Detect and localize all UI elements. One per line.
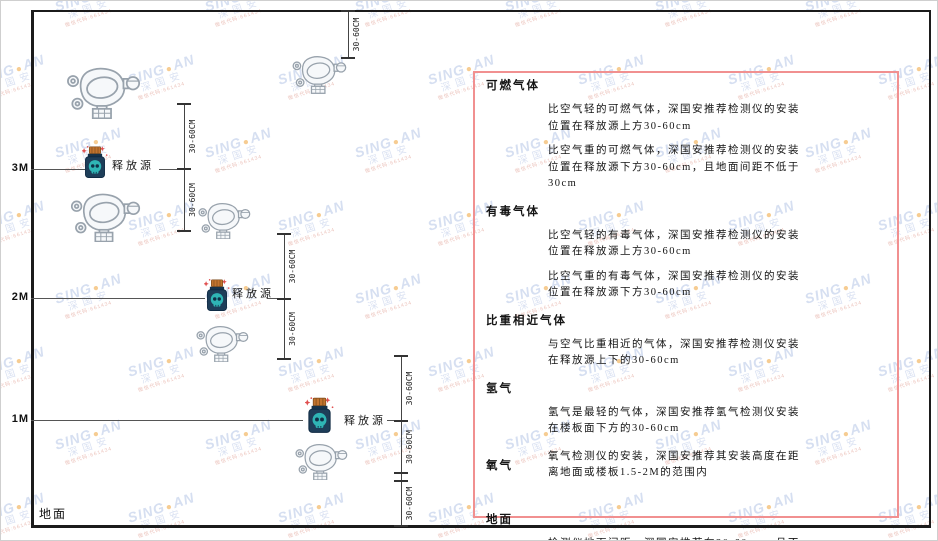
watermark-dot-icon: ●: [391, 1, 403, 3]
gas-detector: [197, 201, 251, 244]
ground-label: 地面: [39, 507, 68, 521]
gas-detector-icon: [70, 193, 141, 243]
dimension-label: 30-60CM: [288, 249, 297, 284]
dimension-tick: [394, 355, 408, 357]
gas-detector: [65, 65, 141, 124]
gas-detector: [291, 54, 347, 99]
dimension-label: 30-60CM: [405, 486, 414, 521]
watermark-dot-icon: ●: [14, 63, 25, 76]
release-source-label: 释放源: [232, 288, 274, 300]
dimension-label: 30-60CM: [352, 17, 361, 52]
release-source-icon: [203, 279, 230, 312]
height-label: 2M: [11, 291, 29, 303]
watermark-dot-icon: ●: [691, 1, 703, 3]
height-level-connector: [267, 298, 284, 299]
info-panel: 可燃气体 比空气轻的可燃气体，深国安推荐检测仪的安装位置在释放源上方30-60cm…: [473, 71, 899, 540]
section-heading: 有毒气体: [486, 205, 540, 218]
dimension-tick: [277, 358, 291, 360]
section-paragraph: 比空气重的可燃气体，深国安推荐检测仪的安装位置在释放源下方30-60cm，且地面…: [548, 145, 800, 189]
section-paragraph: 比空气重的有毒气体，深国安推荐检测仪的安装位置在释放源下方30-60cm: [548, 270, 800, 299]
height-label: 3M: [11, 162, 29, 174]
section-paragraph: 比空气轻的可燃气体，深国安推荐检测仪的安装位置在释放源上方30-60cm: [548, 104, 800, 132]
watermark-dot-icon: ●: [14, 501, 25, 514]
height-level-line: [31, 298, 205, 299]
dimension-tick: [394, 420, 408, 422]
spark-icon: [304, 397, 334, 409]
dimension-tick: [341, 10, 355, 12]
height-level-line: [31, 420, 303, 421]
watermark-dot-icon: ●: [841, 1, 853, 3]
dimension-label: 30-60CM: [288, 312, 297, 346]
gas-detector-icon: [196, 325, 249, 363]
height-level-line: [31, 169, 85, 170]
dimension-tick: [394, 472, 408, 474]
release-source-label: 释放源: [112, 160, 154, 172]
gas-detector-icon: [67, 67, 141, 120]
spark-icon: [203, 279, 230, 289]
dimension-label: 30-60CM: [188, 183, 197, 217]
release-source-label: 释放源: [344, 415, 386, 427]
section-paragraph: 氧气检测仪的安装，深国安推荐其安装高度在距离地面或楼板1.5-2M的范围内: [548, 450, 800, 479]
dimension-tick: [177, 103, 191, 105]
section-paragraph: 氢气是最轻的气体，深国安推荐氢气检测仪安装在楼板面下方的30-60cm: [548, 406, 800, 435]
gas-detector: [195, 324, 249, 367]
dimension-tick: [277, 233, 291, 235]
dimension-tick: [177, 168, 191, 170]
watermark-dot-icon: ●: [541, 1, 553, 3]
watermark-dot-icon: ●: [91, 1, 103, 3]
section-heading: 氢气: [486, 382, 513, 395]
dimension-tick: [394, 480, 408, 482]
panel-section: 有毒气体 比空气轻的有毒气体，深国安推荐检测仪的安装位置在释放源上方30-60cm…: [486, 204, 897, 302]
release-source: [81, 144, 108, 185]
dimension-line: [348, 11, 349, 58]
diagram-frame: [31, 10, 931, 528]
release-source: [203, 277, 230, 318]
dimension-label: 30-60CM: [405, 430, 414, 464]
panel-section: 可燃气体 比空气轻的可燃气体，深国安推荐检测仪的安装位置在释放源上方30-60cm…: [486, 78, 897, 193]
section-paragraph: 与空气比重相近的气体，深国安推荐检测仪安装在释放源上下的30-60cm: [548, 338, 800, 367]
panel-section: 氢气氢气是最轻的气体，深国安推荐氢气检测仪安装在楼板面下方的30-60cm: [486, 381, 897, 438]
panel-section: 氧气 氧气检测仪的安装，深国安推荐其安装高度在距离地面或楼板1.5-2M的范围内: [486, 449, 897, 490]
height-level-connector: [159, 169, 184, 170]
section-heading: 可燃气体: [486, 80, 540, 92]
gas-detector-icon: [295, 443, 348, 481]
section-heading: 地面: [486, 513, 513, 526]
dimension-line: [284, 234, 285, 359]
release-source: [304, 395, 334, 440]
dimension-tick: [394, 525, 408, 527]
panel-section: 地面检测仪地面间距，深国安推荐在30-60cm，且不得小于30cm，因为过低容易…: [486, 512, 897, 541]
height-label: 1M: [11, 413, 29, 425]
dimension-tick: [341, 57, 355, 59]
dimension-tick: [177, 230, 191, 232]
section-heading: 比重相近气体: [486, 314, 567, 327]
dimension-tick: [277, 298, 291, 300]
watermark-dot-icon: ●: [14, 355, 25, 368]
release-source-icon: [81, 146, 108, 179]
gas-detector: [294, 442, 348, 485]
dimension-label: 30-60CM: [188, 119, 197, 154]
release-source-icon: [304, 397, 334, 433]
section-paragraph: 检测仪地面间距，深国安推荐在30-60cm，且不得小于30cm，因为过低容易水溅…: [548, 536, 802, 541]
panel-section: 比重相近气体与空气比重相近的气体，深国安推荐检测仪安装在释放源上下的30-60c…: [486, 313, 897, 370]
dimension-line: [184, 104, 185, 231]
gas-detector-icon: [292, 56, 347, 94]
dimension-line: [401, 356, 402, 526]
section-paragraph: 比空气轻的有毒气体，深国安推荐检测仪的安装位置在释放源上方30-60cm: [548, 229, 800, 258]
watermark-dot-icon: ●: [241, 1, 253, 3]
dimension-label: 30-60CM: [405, 371, 414, 406]
gas-detector-icon: [198, 202, 251, 240]
section-heading: 氧气: [486, 459, 513, 472]
gas-detector: [69, 191, 141, 247]
spark-icon: [81, 146, 108, 156]
watermark-dot-icon: ●: [14, 209, 25, 222]
